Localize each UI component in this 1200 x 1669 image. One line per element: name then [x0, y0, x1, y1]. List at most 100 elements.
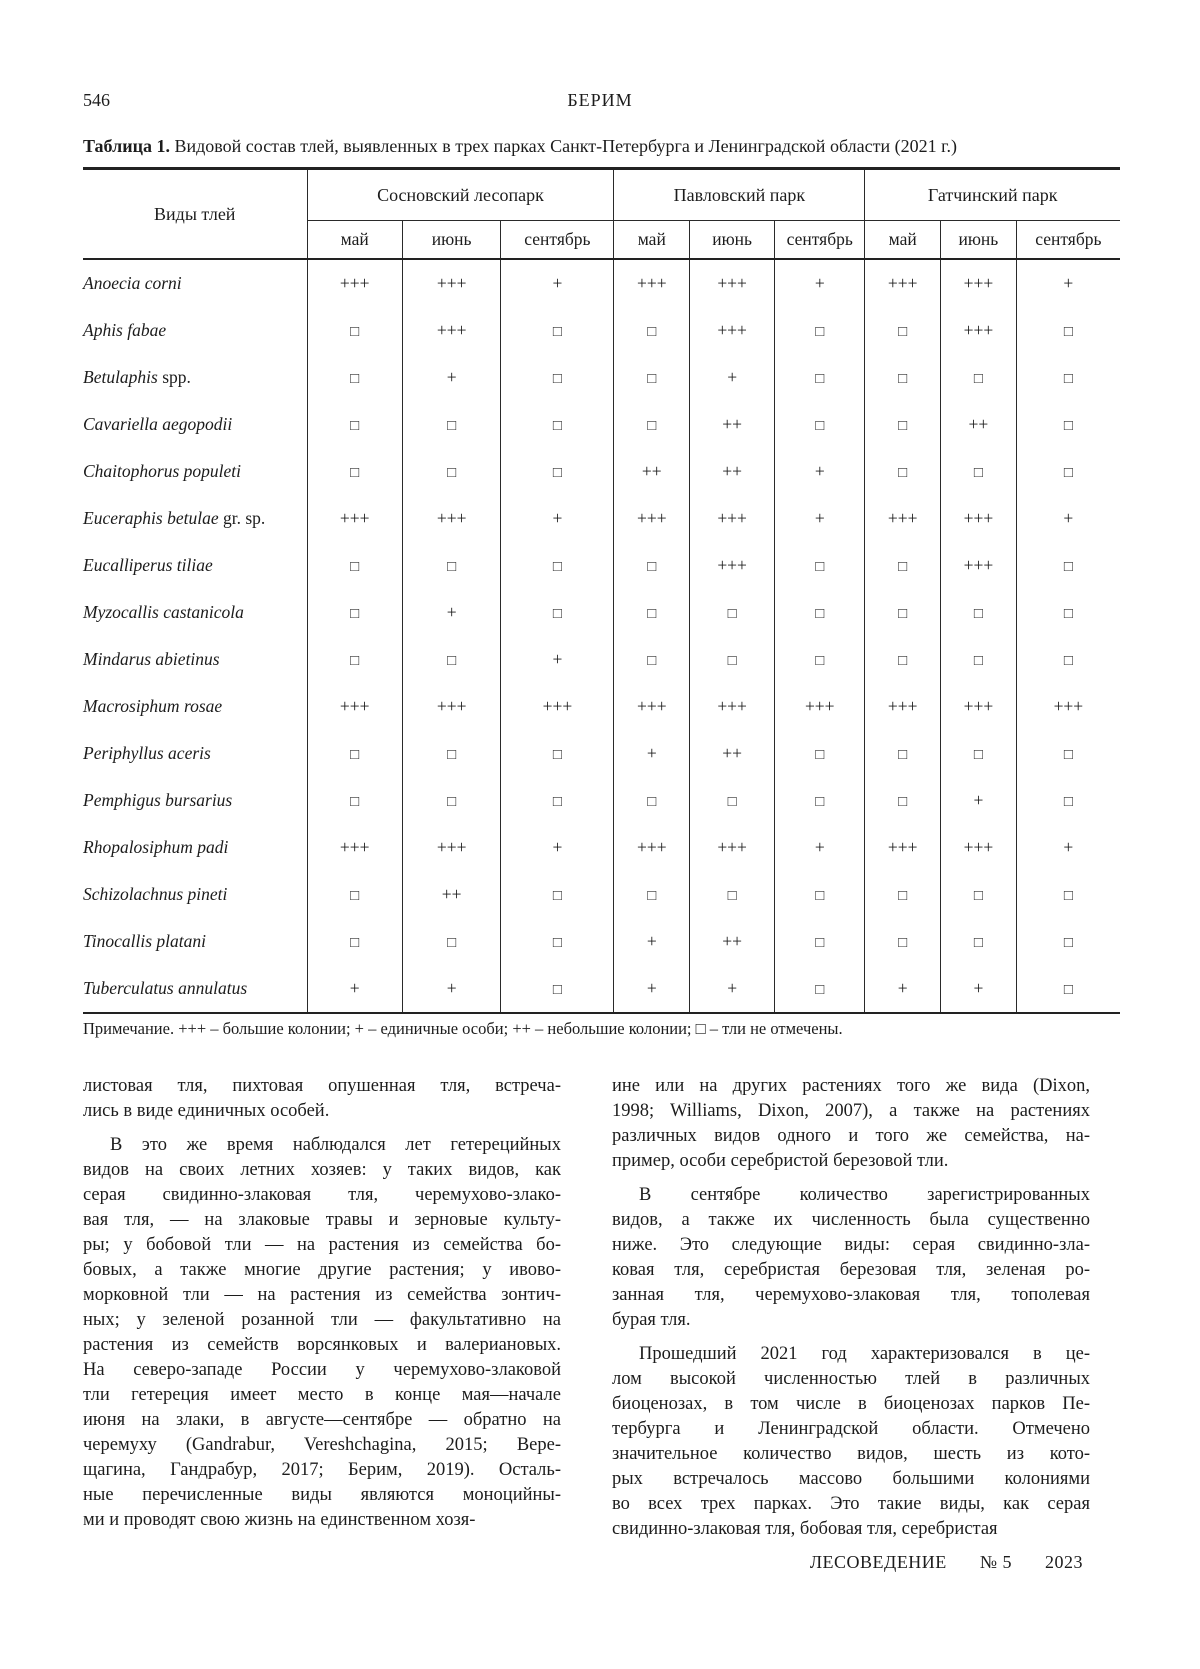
species-row: Betulaphis spp. □ + □ □ + □ □ □ □ — [83, 354, 1120, 401]
abundance-symbol: +++ — [804, 696, 835, 716]
abundance-cell: + — [774, 448, 865, 495]
abundance-symbol: ++ — [641, 461, 662, 481]
abundance-cell: □ — [401, 636, 501, 683]
abundance-symbol: □ — [898, 371, 908, 387]
abundance-symbol: □ — [898, 465, 908, 481]
abundance-cell: + — [401, 354, 501, 401]
species-row: Anoecia corni +++ +++ + +++ +++ + +++ +++ + — [83, 259, 1120, 307]
abundance-cell: +++ — [940, 683, 1017, 730]
abundance-symbol: □ — [1063, 371, 1073, 387]
species-row: Schizolachnus pineti □ ++ □ □ □ □ □ □ □ — [83, 871, 1120, 918]
species-name-italic: Tinocallis platani — [83, 931, 207, 951]
species-row: Aphis fabae □ +++ □ □ +++ □ □ +++ □ — [83, 307, 1120, 354]
abundance-cell: + — [613, 965, 690, 1013]
abundance-symbol: □ — [973, 935, 983, 951]
month-header: май — [613, 220, 690, 260]
park-header-gatchinsky: Гатчинский парк — [864, 168, 1120, 221]
abundance-symbol: □ — [350, 324, 360, 340]
abundance-symbol: □ — [973, 653, 983, 669]
abundance-cell: +++ — [774, 683, 865, 730]
abundance-cell: +++ — [401, 824, 501, 871]
abundance-cell: □ — [1015, 730, 1120, 777]
species-name-italic: Chaitophorus populeti — [83, 461, 241, 481]
abundance-cell: □ — [1015, 448, 1120, 495]
abundance-symbol: □ — [647, 606, 657, 622]
abundance-cell: □ — [864, 307, 941, 354]
species-name-cell: Euceraphis betulae gr. sp. — [83, 495, 307, 542]
table-footnote: Примечание. +++ – большие колонии; + – е… — [83, 1019, 843, 1038]
body-text: листовая тля, пихтовая опушенная тля, вс… — [83, 1074, 1090, 1542]
abundance-cell: + — [401, 589, 501, 636]
species-name-cell: Schizolachnus pineti — [83, 871, 307, 918]
abundance-cell: + — [500, 636, 614, 683]
abundance-cell: □ — [940, 871, 1017, 918]
abundance-cell: + — [613, 730, 690, 777]
abundance-symbol: □ — [815, 324, 825, 340]
abundance-cell: □ — [306, 871, 403, 918]
abundance-cell: □ — [864, 542, 941, 589]
abundance-cell: □ — [613, 542, 690, 589]
abundance-symbol: + — [727, 978, 738, 998]
footer-journal-title: ЛЕСОВЕДЕНИЕ — [809, 1552, 947, 1572]
abundance-symbol: ++ — [722, 414, 742, 434]
abundance-symbol: □ — [973, 606, 983, 622]
text-line: серая свидинно-злаковая тля, черемухово-… — [83, 1185, 561, 1205]
abundance-symbol: □ — [1063, 653, 1073, 669]
park-header-pavlovsky: Павловский парк — [613, 168, 865, 221]
abundance-cell: □ — [613, 636, 690, 683]
species-name-italic: Myzocallis castanicola — [83, 602, 244, 622]
abundance-cell: □ — [613, 354, 690, 401]
species-row: Rhopalosiphum padi +++ +++ + +++ +++ + +++ +++ + — [83, 824, 1120, 871]
abundance-cell: + — [1015, 259, 1120, 307]
abundance-symbol: □ — [815, 747, 825, 763]
abundance-symbol: +++ — [717, 320, 747, 340]
abundance-cell: □ — [1015, 401, 1120, 448]
paragraph: В это же время наблюдался лет гетерецийн… — [83, 1133, 561, 1533]
journal-footer: ЛЕСОВЕДЕНИЕ № 5 2023 — [810, 1552, 1083, 1573]
text-line: В это же время наблюдался лет гетерецийн… — [110, 1135, 561, 1155]
abundance-symbol: □ — [727, 606, 737, 622]
text-line: бурая тля. — [612, 1310, 691, 1330]
abundance-cell: + — [500, 259, 614, 307]
abundance-cell: □ — [864, 589, 941, 636]
abundance-cell: + — [689, 354, 775, 401]
abundance-cell: +++ — [689, 824, 775, 871]
abundance-symbol: □ — [447, 559, 457, 575]
abundance-cell: + — [940, 965, 1017, 1013]
abundance-symbol: □ — [447, 653, 457, 669]
abundance-cell: □ — [864, 636, 941, 683]
abundance-cell: + — [401, 965, 501, 1013]
abundance-cell: ++ — [940, 401, 1017, 448]
text-column-left: листовая тля, пихтовая опушенная тля, вс… — [83, 1074, 561, 1542]
abundance-cell: + — [774, 259, 865, 307]
species-row: Pemphigus bursarius □ □ □ □ □ □ □ + □ — [83, 777, 1120, 824]
abundance-symbol: +++ — [717, 696, 747, 716]
abundance-symbol: □ — [815, 606, 825, 622]
abundance-symbol: □ — [1063, 747, 1073, 763]
abundance-cell: +++ — [940, 824, 1017, 871]
species-name-cell: Periphyllus aceris — [83, 730, 307, 777]
abundance-cell: +++ — [401, 259, 501, 307]
text-line: рых встречалось массово большими колония… — [612, 1469, 1090, 1489]
text-line: лись в виде единичных особей. — [83, 1101, 330, 1121]
species-name-italic: Betulaphis — [83, 367, 158, 387]
abundance-cell: □ — [774, 730, 865, 777]
abundance-cell: □ — [613, 307, 690, 354]
abundance-cell: + — [1015, 495, 1120, 542]
abundance-symbol: □ — [898, 653, 908, 669]
abundance-cell: □ — [306, 918, 403, 965]
text-line: черемуху (Gandrabur, Vereshchagina, 2015… — [83, 1435, 561, 1455]
text-line: морковной тли — на растения из семейства… — [83, 1285, 561, 1305]
abundance-cell: + — [864, 965, 941, 1013]
species-row: Chaitophorus populeti □ □ □ ++ ++ + □ □ □ — [83, 448, 1120, 495]
abundance-cell: □ — [306, 589, 403, 636]
abundance-symbol: □ — [552, 794, 562, 810]
abundance-cell: □ — [689, 589, 775, 636]
abundance-symbol: □ — [552, 982, 562, 998]
abundance-cell: +++ — [613, 259, 690, 307]
abundance-cell: □ — [774, 542, 865, 589]
abundance-symbol: +++ — [436, 696, 467, 716]
abundance-symbol: +++ — [436, 320, 467, 340]
species-name-italic: Euceraphis betulae — [83, 508, 219, 528]
abundance-cell: □ — [774, 636, 865, 683]
